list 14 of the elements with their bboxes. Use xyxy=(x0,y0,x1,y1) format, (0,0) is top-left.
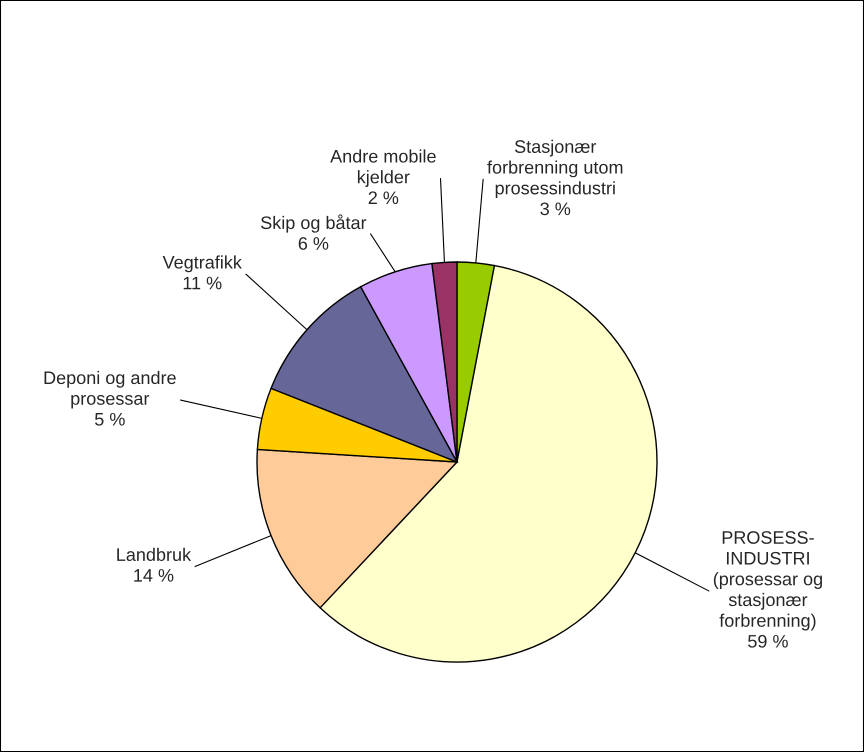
slice-label: Stasjonær forbrenning utom prosessindustri xyxy=(487,140,622,198)
slice-label: Deponi og andre prosessar xyxy=(44,370,176,408)
data-label: 5 % xyxy=(94,412,125,426)
data-label: 2 % xyxy=(368,191,398,204)
slice-label: PROSESS- INDUSTRI (prosessar og stasjonær forbrenning) xyxy=(714,531,822,630)
data-label: 6 % xyxy=(298,237,328,250)
data-label: 14 % xyxy=(134,569,174,582)
data-label: 11 % xyxy=(184,276,222,290)
slice-label: Andre mobile kjelder xyxy=(330,149,436,187)
slice-label: Vegtrafikk xyxy=(162,255,242,272)
slice-label: Skip og båtar xyxy=(261,214,366,233)
data-label: 59 % xyxy=(748,634,788,648)
slice-label: Landbruk xyxy=(117,548,192,562)
data-label: 3 % xyxy=(540,202,570,216)
